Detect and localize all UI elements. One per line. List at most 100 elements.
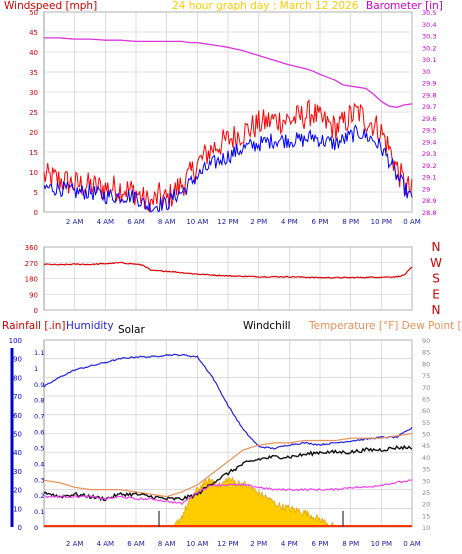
rainfall-tick-label: 0.7 — [34, 413, 44, 421]
direction-tick-label: 180 — [25, 276, 38, 284]
direction-chart-grid — [43, 246, 413, 311]
barometer-tick-label: 29.7 — [422, 103, 436, 111]
temperature-tick-label: 85 — [422, 349, 430, 357]
humidity-tick-label: 60 — [13, 412, 22, 420]
series-line-windchill — [43, 444, 413, 502]
temperature-tick-label: 55 — [422, 419, 430, 427]
temperature-tick-label: 35 — [422, 466, 430, 474]
humidity-tick-label: 10 — [13, 505, 22, 513]
windspeed-tick-label: 30 — [29, 89, 38, 97]
rainfall-tick-label: 0.1 — [34, 508, 44, 516]
series-line-barometer — [44, 37, 413, 108]
humidity-tick-label: 40 — [13, 449, 22, 457]
rainfall-tick-label: 0.6 — [34, 429, 44, 437]
top-x-tick-label: 6 PM — [312, 218, 329, 226]
rainfall-tick-label: 0.9 — [34, 381, 44, 389]
rainfall-tick-label: 0.8 — [34, 397, 44, 405]
barometer-tick-label: 28.8 — [422, 209, 436, 217]
bottom-x-tick-label: 4 PM — [281, 540, 298, 548]
windspeed-tick-label: 45 — [29, 29, 38, 37]
top-chart-grid — [43, 11, 413, 213]
direction-letter: N — [432, 303, 441, 317]
direction-letter: E — [432, 287, 440, 301]
temperature-tick-label: 15 — [422, 512, 430, 520]
bottom-x-tick-label: 6 AM — [127, 540, 145, 548]
windspeed-tick-label: 25 — [29, 109, 38, 117]
barometer-tick-label: 29.1 — [422, 174, 436, 182]
barometer-tick-label: 28.9 — [422, 197, 436, 205]
temperature-tick-label: 90 — [422, 337, 430, 345]
direction-letter: N — [432, 240, 441, 254]
bottom-x-tick-label: 8 PM — [342, 540, 359, 548]
humidity-tick-label: 90 — [13, 356, 22, 364]
direction-tick-label: 90 — [29, 291, 38, 299]
bottom-x-tick-label: 6 PM — [312, 540, 329, 548]
temperature-tick-label: 25 — [422, 489, 430, 497]
barometer-tick-label: 30.5 — [422, 9, 436, 17]
rainfall-tick-label: 1.1 — [34, 349, 44, 357]
humidity-tick-label: 50 — [13, 431, 22, 439]
bottom-x-tick-label: 12 PM — [217, 540, 238, 548]
rainfall-tick-label: 0.5 — [34, 444, 44, 452]
series-line-wind-direction — [43, 261, 413, 279]
humidity-tick-label: 70 — [13, 393, 22, 401]
barometer-tick-label: 30 — [422, 68, 430, 76]
temperature-tick-label: 70 — [422, 384, 430, 392]
humidity-tick-label: 0 — [18, 524, 22, 532]
barometer-tick-label: 29.4 — [422, 138, 436, 146]
barometer-tick-label: 29.8 — [422, 91, 436, 99]
barometer-tick-label: 30.3 — [422, 33, 436, 41]
rainfall-tick-label: 0.2 — [34, 492, 44, 500]
temperature-tick-label: 75 — [422, 372, 430, 380]
barometer-tick-label: 29.3 — [422, 150, 436, 158]
rainfall-tick-label: 0.3 — [34, 476, 44, 484]
top-x-tick-label: 8 PM — [342, 218, 359, 226]
humidity-tick-label: 80 — [13, 374, 22, 382]
top-x-tick-label: 10 AM — [186, 218, 208, 226]
bottom-x-tick-label: 10 PM — [371, 540, 392, 548]
top-x-tick-label: 6 AM — [127, 218, 145, 226]
direction-letter: W — [430, 256, 442, 270]
temperature-tick-label: 10 — [422, 524, 430, 532]
humidity-tick-label: 30 — [13, 468, 22, 476]
direction-chart-axes: 0 N 90 E 180 S 270 W 360 N — [25, 240, 442, 317]
direction-tick-label: 270 — [25, 260, 38, 268]
temperature-dewpoint-axis-label: Temperature [°F] Dew Point [°F] — [308, 320, 462, 332]
solar-label: Solar — [118, 324, 145, 336]
top-x-tick-label: 4 AM — [97, 218, 115, 226]
rainfall-tick-label: 0.4 — [34, 460, 44, 468]
barometer-tick-label: 29.2 — [422, 162, 436, 170]
windchill-label: Windchill — [243, 320, 291, 332]
humidity-tick-label: 20 — [13, 487, 22, 495]
series-line-dew-point — [43, 479, 413, 506]
humidity-tick-label: 100 — [9, 337, 22, 345]
top-x-tick-label: 2 PM — [250, 218, 267, 226]
series-area-solar — [173, 476, 336, 528]
temperature-tick-label: 40 — [422, 454, 430, 462]
temperature-tick-label: 60 — [422, 407, 430, 415]
series-line-windspeed — [43, 98, 413, 213]
top-chart-series — [43, 37, 413, 213]
temperature-tick-label: 65 — [422, 395, 430, 403]
direction-letter: S — [432, 272, 440, 286]
windspeed-tick-label: 5 — [34, 189, 38, 197]
windspeed-axis-label: Windspeed [mph] — [4, 0, 97, 12]
barometer-tick-label: 29.6 — [422, 115, 436, 123]
direction-tick-label: 360 — [25, 244, 38, 252]
windspeed-tick-label: 40 — [29, 49, 38, 57]
temperature-tick-label: 45 — [422, 442, 430, 450]
top-x-tick-label: 0 AM — [403, 218, 421, 226]
top-x-tick-label: 4 PM — [281, 218, 298, 226]
rainfall-tick-label: 1 — [34, 365, 38, 373]
rainfall-axis-label: Rainfall [.in] — [2, 320, 65, 332]
temperature-tick-label: 50 — [422, 431, 430, 439]
top-x-tick-label: 10 PM — [371, 218, 392, 226]
top-x-tick-label: 12 PM — [217, 218, 238, 226]
barometer-tick-label: 29.5 — [422, 127, 436, 135]
rainfall-tick-label: 0 — [34, 524, 38, 532]
series-line-temperature — [43, 432, 413, 498]
windspeed-tick-label: 35 — [29, 69, 38, 77]
windspeed-tick-label: 50 — [29, 9, 38, 17]
